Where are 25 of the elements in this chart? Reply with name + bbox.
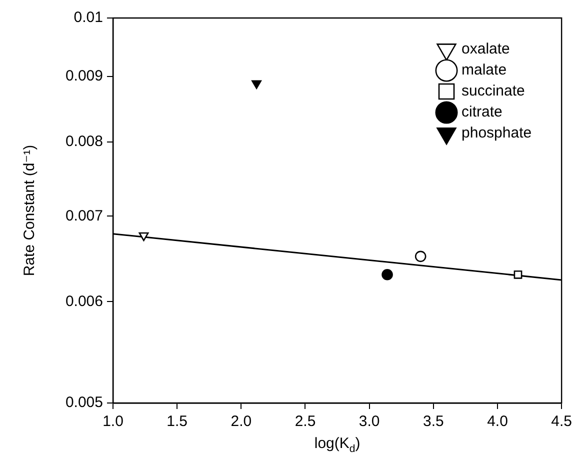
x-tick-label: 4.5 — [551, 413, 572, 430]
legend-label: malate — [462, 62, 507, 79]
y-tick-label: 0.009 — [65, 68, 103, 85]
x-tick-label: 3.0 — [358, 413, 380, 430]
legend-label: oxalate — [462, 40, 510, 58]
point — [252, 80, 262, 89]
y-axis-title: Rate Constant (d⁻¹) — [21, 144, 38, 276]
y-tick-label: 0.007 — [65, 207, 103, 224]
x-tick-label: 3.5 — [422, 413, 444, 430]
point — [382, 268, 393, 280]
legend-label: phosphate — [462, 124, 532, 142]
legend-label: succinate — [462, 82, 525, 100]
x-tick-label: 1.0 — [102, 413, 124, 430]
y-tick-label: 0.005 — [65, 394, 103, 412]
point — [138, 232, 149, 242]
y-tick-label: 0.01 — [74, 9, 103, 26]
x-tick-label: 2.5 — [294, 413, 316, 430]
point — [514, 270, 522, 279]
point — [414, 250, 426, 262]
x-tick-label: 1.5 — [166, 413, 188, 430]
x-tick-label: 4.0 — [487, 413, 508, 430]
legend-label: citrate — [462, 104, 502, 121]
y-tick-label: 0.006 — [65, 292, 103, 310]
y-tick-label: 0.008 — [65, 133, 103, 150]
x-tick-label: 2.0 — [230, 413, 252, 430]
